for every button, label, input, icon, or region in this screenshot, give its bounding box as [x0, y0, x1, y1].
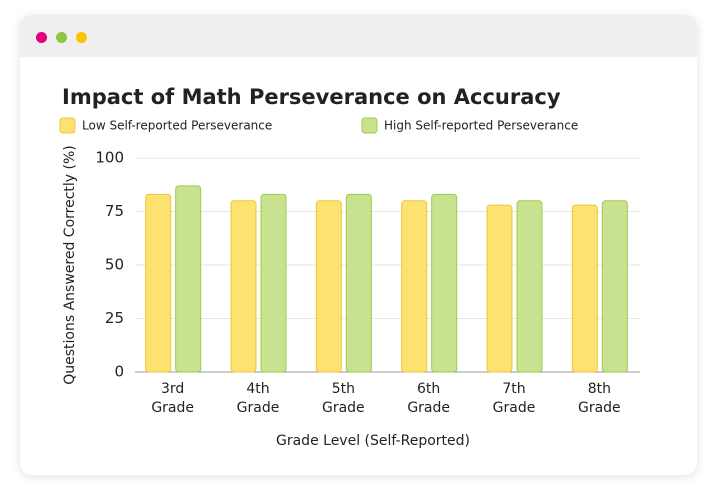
title-bar — [20, 15, 697, 57]
legend-swatch — [361, 117, 378, 134]
bar — [601, 200, 628, 373]
x-tick-label: 3rd Grade — [151, 381, 194, 416]
y-tick-label: 50 — [105, 256, 124, 274]
minimize-dot — [56, 32, 67, 43]
bar — [486, 204, 513, 373]
legend-label: Low Self-reported Perseverance — [82, 119, 272, 133]
y-tick-label: 25 — [105, 309, 124, 327]
bar — [145, 193, 172, 373]
bar — [516, 200, 543, 373]
bar — [571, 204, 598, 373]
x-tick-label: 7th Grade — [492, 381, 536, 416]
bar — [260, 193, 287, 373]
chart-title: Impact of Math Perseverance on Accuracy — [62, 85, 561, 109]
y-axis-label: Questions Answered Correctly (%) — [62, 145, 78, 385]
bar — [230, 200, 257, 373]
x-axis-label: Grade Level (Self-Reported) — [276, 433, 470, 449]
y-tick-label: 0 — [114, 363, 124, 381]
bar — [431, 193, 458, 373]
legend-label: High Self-reported Perseverance — [384, 119, 578, 133]
x-tick-label: 6th Grade — [407, 381, 450, 416]
bar — [345, 193, 372, 373]
y-tick-label: 100 — [95, 149, 124, 167]
bar — [175, 185, 202, 373]
legend-swatch — [59, 117, 76, 134]
x-tick-label: 8th Grade — [577, 381, 621, 416]
bar — [315, 200, 342, 373]
maximize-dot — [76, 32, 87, 43]
bar — [401, 200, 428, 373]
x-tick-label: 5th Grade — [321, 381, 365, 416]
close-dot — [36, 32, 47, 43]
y-tick-label: 75 — [105, 202, 124, 220]
x-tick-label: 4th Grade — [236, 381, 280, 416]
